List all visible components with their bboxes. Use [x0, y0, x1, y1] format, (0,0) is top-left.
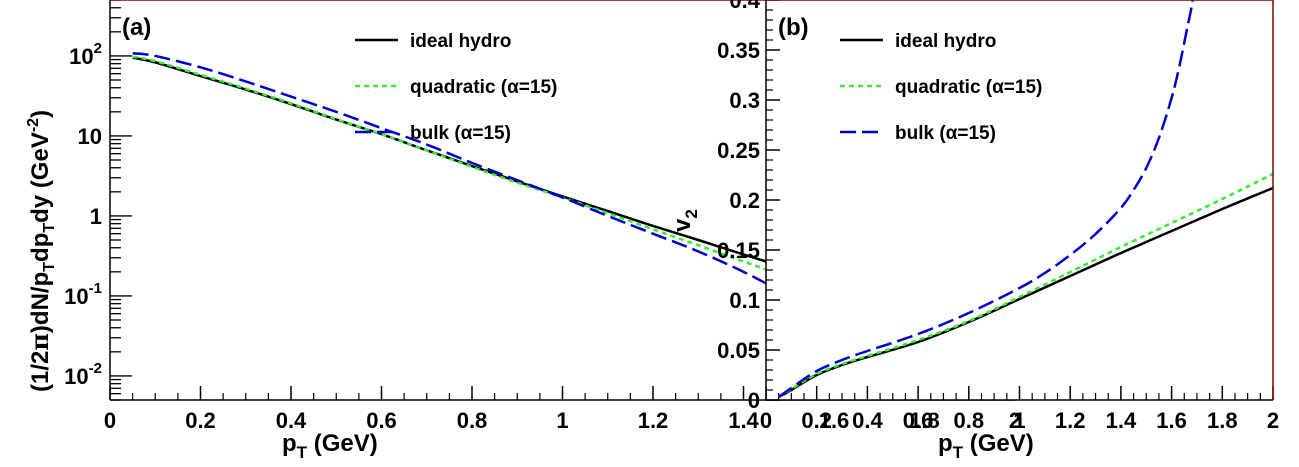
panel-a-y-tick-label: 10: [78, 124, 102, 149]
panel-b-x-tick-label: 0.8: [954, 408, 985, 433]
panel-b-x-tick-label: 1.2: [1055, 408, 1086, 433]
panel-a-x-tick-label: 1: [556, 408, 568, 433]
panel-a-x-tick-label: 1.8: [909, 408, 940, 433]
panel-a-x-tick-label: 1.2: [638, 408, 669, 433]
panel-b-x-tick-label: 0: [760, 408, 772, 433]
panel-a-x-tick-label: 1.4: [728, 408, 759, 433]
panel-b-y-tick-label: 0.05: [717, 338, 760, 363]
panel-a-x-tick-labels: 0 0.2 0.4 0.6 0.8 1 1.2 1.4 1.6 1.8 2: [104, 408, 1021, 433]
panel-b-series-ideal: [778, 186, 1273, 399]
legend-label-quadratic: quadratic (α=15): [895, 77, 1042, 98]
panel-b-x-tick-label: 1.8: [1207, 408, 1238, 433]
panel-b-legend: ideal hydro quadratic (α=15) bulk (α=15): [840, 31, 1042, 144]
panel-b-x-tick-label: 2: [1267, 408, 1279, 433]
panel-a-legend: ideal hydro quadratic (α=15) bulk (α=15): [355, 31, 557, 144]
panel-b-curves: [777, 0, 1273, 399]
panel-a-y-tick-label: 102: [69, 40, 102, 69]
panel-b-y-tick-label: 0.1: [729, 288, 760, 313]
panel-a-y-tick-labels: 102 10 1 10-1 10-2: [64, 40, 102, 389]
legend-label-bulk: bulk (α=15): [895, 123, 996, 144]
panel-a-x-axis-title: pT (GeV): [282, 430, 378, 462]
panel-b-x-tick-labels: 0 0.2 0.4 0.6 0.8 1 1.2 1.4 1.6 1.8 2: [760, 408, 1279, 433]
panel-a-y-tick-label: 10-1: [64, 280, 102, 309]
panel-b-x-tick-label: 0.4: [852, 408, 883, 433]
legend-label-ideal: ideal hydro: [410, 31, 511, 52]
panel-b-y-tick-label: 0: [748, 388, 760, 413]
panel-b-series-bulk: [777, 0, 1194, 399]
panel-b-x-tick-label: 1.6: [1156, 408, 1187, 433]
panel-b-x-axis-title: pT (GeV): [938, 430, 1034, 462]
panel-a-x-tick-label: 0.8: [457, 408, 488, 433]
panel-b-x-tick-label: 1: [1013, 408, 1025, 433]
legend-label-quadratic: quadratic (α=15): [410, 77, 557, 98]
panel-b-y-tick-label: 0.25: [717, 138, 760, 163]
panel-a-x-tick-label: 0.6: [366, 408, 397, 433]
panel-b-y-tick-label: 0.3: [729, 88, 760, 113]
panel-b-y-tick-label: 0.35: [717, 38, 760, 63]
panel-b-x-tick-label: 0.2: [801, 408, 832, 433]
legend-label-ideal: ideal hydro: [895, 31, 996, 52]
panel-b: 0 0.2 0.4 0.6 0.8 1 1.2 1.4 1.6 1.8 2 0 0.05 0.1 0.15…: [669, 0, 1279, 462]
panel-b-y-tick-label: 0.15: [717, 238, 760, 263]
panel-a-x-tick-label: 0.2: [185, 408, 216, 433]
legend-label-bulk: bulk (α=15): [410, 123, 511, 144]
panel-a-y-tick-label: 10-2: [64, 360, 102, 389]
panel-a-y-tick-label: 1: [90, 204, 102, 229]
panel-a-x-tick-label: 0.4: [276, 408, 307, 433]
panel-a-label: (a): [122, 14, 151, 41]
panel-a-y-axis-title: (1/2π)dN/pTdpTdy (GeV-2): [25, 110, 58, 392]
panel-b-x-tick-label: 0.6: [903, 408, 934, 433]
panel-a-x-tick-label: 2: [1009, 408, 1021, 433]
panel-a-x-tick-label: 0: [104, 408, 116, 433]
panel-b-y-tick-label: 0.4: [729, 0, 760, 13]
panel-b-y-tick-labels: 0 0.05 0.1 0.15 0.2 0.25 0.3 0.35 0.4: [717, 0, 761, 413]
panel-b-label: (b): [778, 14, 809, 41]
panel-b-x-tick-label: 1.4: [1106, 408, 1137, 433]
panel-b-y-tick-label: 0.2: [729, 188, 760, 213]
panel-a-x-tick-label: 1.6: [819, 408, 850, 433]
